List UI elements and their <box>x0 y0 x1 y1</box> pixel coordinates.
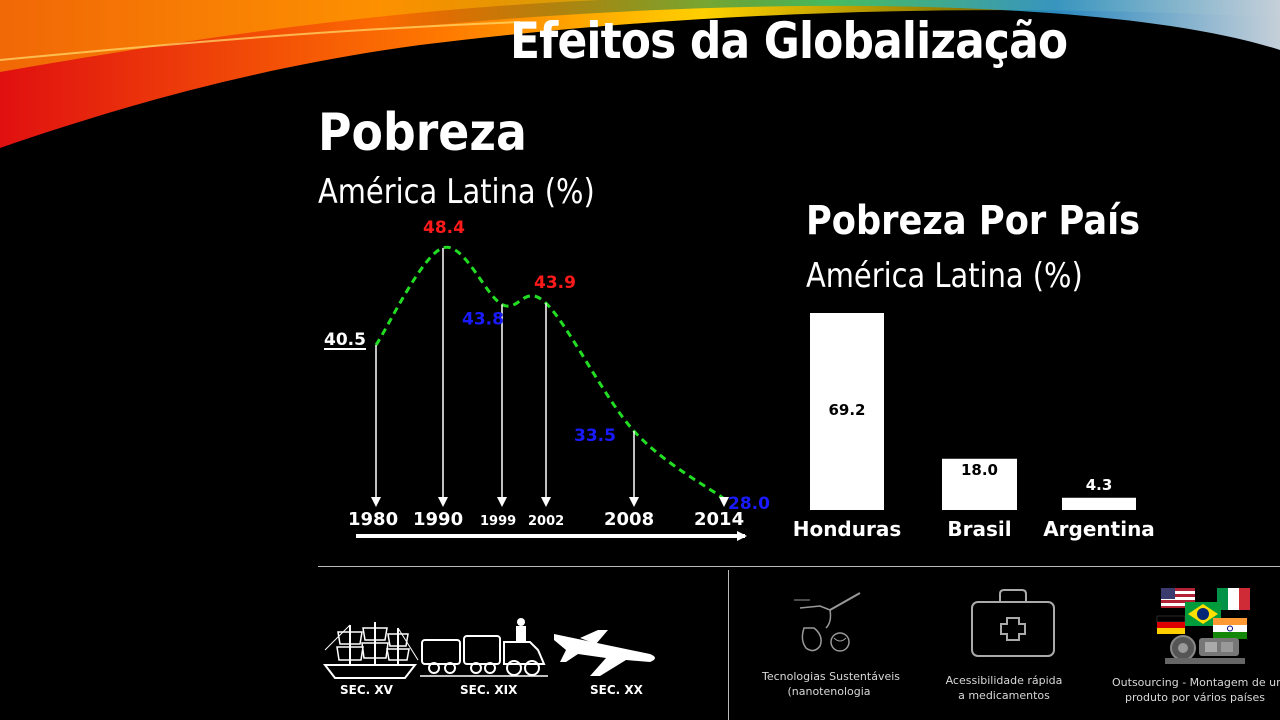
bar-value-label-brasil: 18.0 <box>961 461 998 479</box>
value-label-2002: 43.9 <box>534 273 576 293</box>
feature-label-outsourcing-line1: Outsourcing - Montagem de um <box>1112 676 1280 689</box>
value-label-2008: 33.5 <box>574 426 616 446</box>
bar-value-label-argentina: 4.3 <box>1086 476 1113 494</box>
sailing-ship-icon <box>322 622 419 679</box>
feature-label-outsourcing: Outsourcing - Montagem de um produto por… <box>1112 675 1280 705</box>
era-label-xx: SEC. XX <box>590 683 643 697</box>
first-aid-kit-icon <box>971 589 1055 657</box>
value-label-1990: 48.4 <box>423 218 465 238</box>
vertical-divider <box>728 570 729 720</box>
x-tick-label-1990: 1990 <box>413 509 463 530</box>
horizontal-divider <box>318 566 1280 567</box>
bar-category-label-brasil: Brasil <box>947 517 1011 541</box>
feature-label-outsourcing-line2: produto por vários países <box>1124 691 1265 704</box>
feature-label-medicine-line2: a medicamentos <box>958 689 1050 702</box>
poverty-series-line <box>374 246 725 500</box>
x-tick-label-2008: 2008 <box>604 509 654 530</box>
bar-category-label-honduras: Honduras <box>793 517 902 541</box>
nanotech-icon <box>794 592 861 652</box>
feature-label-medicine-line1: Acessibilidade rápida <box>945 674 1063 687</box>
x-tick-label-1980: 1980 <box>348 509 398 530</box>
era-label-xv: SEC. XV <box>340 683 393 697</box>
feature-label-nanotech: Tecnologias Sustentáveis (nanotenologia <box>762 669 901 699</box>
x-tick-label-2014: 2014 <box>694 509 744 530</box>
value-label-1980: 40.5 <box>324 330 366 350</box>
airplane-icon <box>554 630 655 676</box>
header-swoosh <box>0 0 1280 148</box>
feature-label-medicine: Acessibilidade rápida a medicamentos <box>936 673 1072 703</box>
feature-label-nanotech-line1: Tecnologias Sustentáveis <box>762 670 901 683</box>
bar-value-label-honduras: 69.2 <box>828 401 865 419</box>
flags-parts-icon <box>1156 588 1250 664</box>
slide-title: Efeitos da Globalização <box>510 12 1068 70</box>
bar-honduras <box>810 313 884 510</box>
value-label-1999: 43.8 <box>462 309 504 329</box>
bar-argentina <box>1062 497 1136 510</box>
era-label-xix: SEC. XIX <box>460 683 518 697</box>
feature-label-nanotech-line2: (nanotenologia <box>787 685 871 698</box>
line-chart-subtitle: América Latina (%) <box>318 172 595 212</box>
steam-train-icon <box>420 618 548 677</box>
bar-chart-subtitle: América Latina (%) <box>806 256 1083 296</box>
bar-chart-title: Pobreza Por País <box>806 198 1141 244</box>
x-tick-label-2002: 2002 <box>528 514 564 529</box>
bar-brasil <box>942 458 1017 510</box>
line-chart-title: Pobreza <box>318 103 527 163</box>
x-tick-label-1999: 1999 <box>480 514 516 529</box>
value-label-2014: 28.0 <box>728 494 770 514</box>
bar-category-label-argentina: Argentina <box>1043 517 1155 541</box>
